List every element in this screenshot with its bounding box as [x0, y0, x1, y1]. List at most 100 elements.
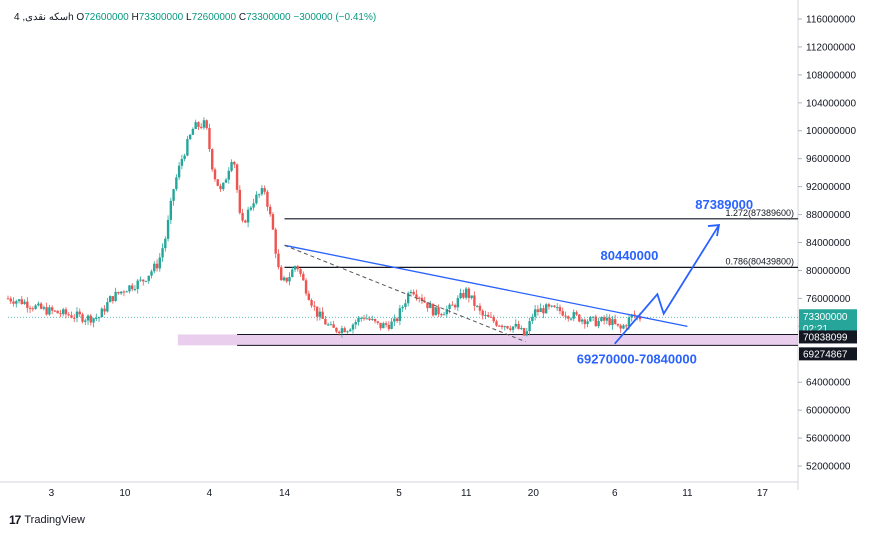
- candle-body: [280, 267, 283, 281]
- candle-body: [608, 317, 611, 325]
- candle-body: [525, 331, 529, 336]
- symbol-label[interactable]: سکه نقدی, 4h: [14, 12, 74, 23]
- ohlc-legend: سکه نقدی, 4h O72600000 H73300000 L726000…: [14, 12, 376, 23]
- candle-body: [183, 155, 186, 160]
- candle-body: [351, 324, 355, 330]
- candle-body: [453, 305, 457, 308]
- candle-body: [205, 120, 208, 129]
- candle-body: [550, 305, 553, 307]
- candle-body: [97, 317, 101, 319]
- candle-body: [589, 316, 592, 322]
- candle-body: [26, 301, 29, 308]
- candle-body: [418, 297, 421, 299]
- candle-body: [326, 324, 330, 326]
- candle-body: [177, 165, 181, 178]
- candle-body: [536, 309, 540, 313]
- candle-body: [17, 299, 21, 302]
- candle-body: [81, 314, 84, 322]
- candle-body: [271, 214, 275, 230]
- candle-body: [310, 300, 313, 306]
- candle-body: [274, 229, 277, 254]
- candle-body: [67, 314, 70, 316]
- candle-body: [572, 312, 575, 319]
- candle-body: [539, 308, 542, 313]
- candle-body: [542, 308, 545, 314]
- close-value: 73300000: [246, 12, 291, 23]
- candle-body: [332, 324, 335, 328]
- dashed-diagonal: [284, 244, 526, 343]
- candle-body: [130, 285, 134, 290]
- candle-body: [61, 309, 65, 315]
- candle-body: [517, 323, 520, 329]
- candle-body: [106, 302, 109, 312]
- candle-body: [451, 304, 454, 306]
- candle-body: [42, 307, 46, 309]
- candle-body: [197, 122, 200, 127]
- candle-body: [368, 318, 371, 320]
- candle-body: [462, 293, 465, 298]
- candle-body: [627, 317, 631, 327]
- candle-body: [475, 305, 479, 307]
- candle-body: [415, 294, 418, 298]
- close-label: C: [238, 12, 247, 23]
- candle-body: [434, 307, 437, 316]
- candle-body: [625, 325, 628, 327]
- candle-body: [119, 291, 123, 294]
- candle-body: [31, 308, 35, 310]
- candle-body: [304, 280, 308, 294]
- y-tick-label: 80000000: [806, 266, 851, 277]
- candle-body: [406, 293, 410, 304]
- candle-body: [299, 269, 302, 274]
- candle-body: [117, 291, 120, 294]
- candle-body: [597, 321, 600, 327]
- candle-body: [622, 325, 625, 329]
- candle-body: [144, 280, 148, 282]
- candle-body: [619, 325, 622, 329]
- candle-body: [260, 188, 264, 195]
- candle-body: [586, 321, 589, 325]
- candle-body: [531, 316, 534, 322]
- candle-body: [616, 323, 620, 326]
- candle-body: [398, 308, 402, 321]
- candle-body: [484, 314, 487, 316]
- low-label: L: [186, 12, 192, 23]
- candle-body: [6, 298, 10, 300]
- projection-path: [614, 224, 720, 345]
- x-tick-label: 10: [119, 488, 131, 499]
- candle-body: [216, 179, 219, 186]
- candle-body: [50, 307, 54, 311]
- candle-body: [412, 291, 415, 295]
- candle-body: [78, 311, 81, 315]
- candle-body: [89, 315, 92, 323]
- candle-body: [335, 327, 338, 332]
- candle-body: [401, 306, 404, 309]
- candle-body: [302, 273, 305, 281]
- candle-body: [202, 120, 206, 128]
- candle-body: [489, 316, 493, 318]
- tradingview-brand[interactable]: 17 TradingView: [9, 513, 85, 527]
- candle-body: [346, 331, 349, 333]
- candle-body: [103, 308, 106, 312]
- candle-body: [222, 182, 225, 190]
- candle-body: [594, 316, 598, 327]
- y-tick-label: 76000000: [806, 294, 851, 305]
- candle-body: [23, 301, 26, 305]
- candle-body: [382, 323, 385, 329]
- support-zone: [177, 334, 799, 346]
- x-tick-label: 4: [207, 488, 213, 499]
- candle-body: [70, 315, 73, 318]
- candle-body: [59, 313, 62, 315]
- candle-body: [522, 328, 526, 336]
- low-value: 72600000: [191, 12, 237, 23]
- x-tick-label: 11: [682, 488, 693, 499]
- candle-body: [257, 194, 261, 196]
- candle-body: [153, 263, 156, 272]
- candle-body: [34, 305, 37, 309]
- candle-body: [426, 302, 429, 309]
- candle-body: [313, 305, 316, 307]
- candle-body: [343, 328, 346, 333]
- candle-body: [37, 303, 40, 306]
- candle-body: [100, 308, 104, 318]
- y-tick-label: 52000000: [806, 462, 851, 473]
